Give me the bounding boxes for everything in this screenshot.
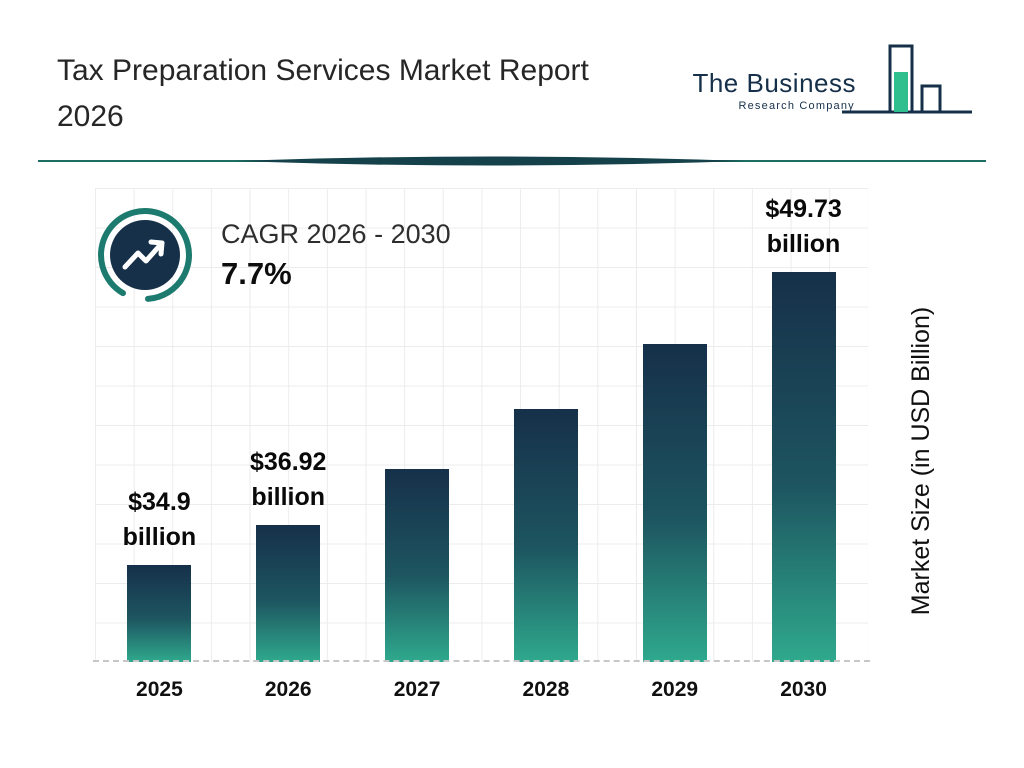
bar-chart-logo-icon [842, 44, 972, 114]
page-title-line1: Tax Preparation Services Market Report [57, 54, 589, 87]
bar-value-unit: billion [122, 523, 197, 551]
bar-value-unit: billion [251, 483, 326, 511]
cagr-badge: CAGR 2026 - 2030 7.7% [95, 205, 451, 305]
bar-slot-2027 [353, 188, 482, 662]
plot-area: $34.9 billion $36.92 billion $49.73 billion [95, 188, 868, 662]
company-name: The Business [692, 68, 856, 98]
x-axis-baseline [93, 660, 870, 662]
bar-slot-2026: $36.92 billion [224, 188, 353, 662]
bar-value-label-2030: $49.73 billion [699, 192, 909, 262]
x-tick-2027: 2027 [393, 678, 441, 701]
bar-2026 [256, 525, 321, 662]
page-title: Tax Preparation Services Market Report 2… [57, 48, 697, 140]
bar-value-unit: billion [766, 230, 841, 258]
bar-2025 [127, 565, 192, 662]
x-axis: 2025 2026 2027 2028 2029 2030 [95, 678, 868, 702]
x-tick-2029: 2029 [651, 678, 699, 701]
bar-2028 [513, 409, 578, 662]
bar-2027 [385, 469, 450, 662]
x-tick-2030: 2030 [780, 678, 827, 701]
bar-value-amount: $34.9 [128, 488, 191, 516]
trend-up-icon [98, 208, 192, 302]
company-logo-text: The Business Research Company [692, 68, 856, 112]
bar-slot-2028 [481, 188, 610, 662]
divider [38, 156, 986, 166]
bar-slot-2029 [610, 188, 739, 662]
bar-slot-2025: $34.9 billion [95, 188, 224, 662]
page-title-line2: 2026 [57, 100, 124, 133]
company-logo: The Business Research Company [692, 38, 972, 130]
company-subtitle: Research Company [738, 100, 855, 112]
cagr-text: CAGR 2026 - 2030 7.7% [221, 219, 451, 292]
bar-slot-2030: $49.73 billion [739, 188, 868, 662]
bar-value-label-2026: $36.92 billion [183, 445, 393, 515]
x-tick-2028: 2028 [522, 678, 570, 701]
y-axis-label: Market Size (in USD Billion) [907, 306, 935, 616]
x-tick-2026: 2026 [264, 678, 312, 701]
cagr-value: 7.7% [221, 255, 292, 291]
cagr-label: CAGR 2026 - 2030 [221, 218, 451, 249]
bar-value-label-2025: $34.9 billion [54, 485, 264, 555]
bar-2030 [771, 272, 836, 662]
bar-2029 [642, 344, 707, 662]
x-tick-2025: 2025 [136, 678, 183, 701]
bar-value-amount: $49.73 [765, 195, 842, 223]
bar-value-amount: $36.92 [250, 448, 327, 476]
